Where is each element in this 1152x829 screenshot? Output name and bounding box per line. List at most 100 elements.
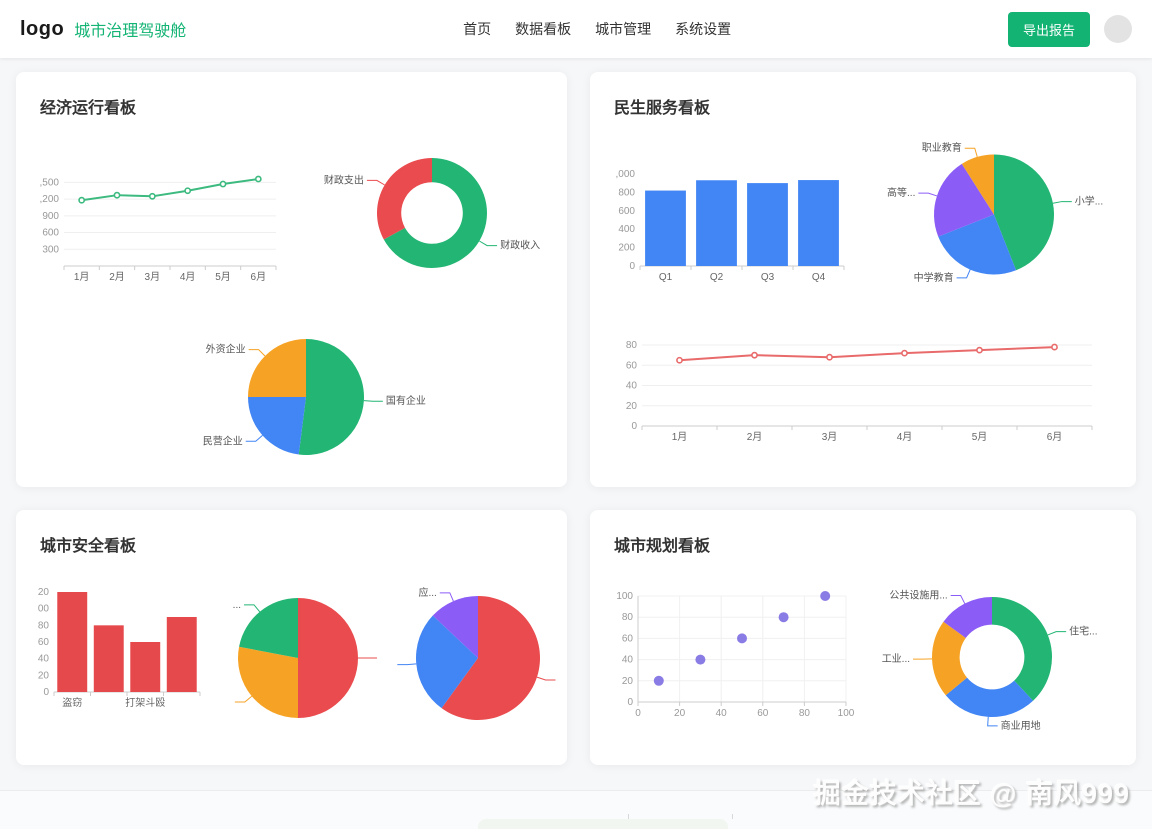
logo: logo [20,17,65,40]
svg-text:6月: 6月 [1047,431,1063,443]
svg-text:60: 60 [38,637,50,648]
bottom-tick-mark [732,814,733,819]
svg-text:0: 0 [631,421,637,432]
panel-economy: 经济运行看板 300 600 900 ,200 ,500 1月 2月 3月 4月 5月 6月 财政收… [16,72,567,487]
bottom-tick-mark [628,814,629,819]
watermark: 掘金技术社区 @ 南风999 [813,779,1130,809]
svg-text:工业...: 工业... [882,653,910,665]
svg-text:20: 20 [626,401,638,412]
user-avatar[interactable] [1104,15,1132,43]
svg-text:20: 20 [622,676,634,687]
svg-text:财政支出: 财政支出 [324,173,364,186]
bottom-partial-element [478,819,728,829]
monthly-line-chart[interactable]: 0 20 40 60 80 1月 2月 3月 4月 5月 6月 [612,334,1100,444]
panel-livelihood: 民生服务看板 0 200 400 600 800,000 Q1 Q2 Q3 Q4 小学... 中学… [590,72,1136,487]
svg-text:1月: 1月 [74,271,90,283]
svg-text:财政收入: 财政收入 [500,239,540,252]
svg-text:60: 60 [626,360,638,371]
svg-text:100: 100 [616,591,633,602]
crime-bar-chart[interactable]: 0 20 40 60 80 00 20 盗窃 打架斗殴 [30,586,208,710]
svg-text:盗窃: 盗窃 [62,696,82,709]
svg-text:民营企业: 民营企业 [203,434,243,447]
panel-safety: 城市安全看板 0 20 40 60 80 00 20 盗窃 打架斗殴 ... 应... [16,510,567,765]
svg-text:800: 800 [618,187,635,198]
svg-text:80: 80 [38,620,50,631]
svg-text:80: 80 [799,708,811,719]
svg-text:职业教育: 职业教育 [922,141,962,154]
app-title: 城市治理驾驶舱 [74,23,187,40]
header-actions: 导出报告 [1007,11,1132,47]
logo-area[interactable]: logo 城市治理驾驶舱 [20,17,186,41]
nav-item-dashboard[interactable]: 数据看板 [515,21,572,37]
nav-item-city-management[interactable]: 城市管理 [595,21,652,37]
svg-text:20: 20 [38,670,50,681]
svg-text:3月: 3月 [145,271,161,283]
economy-trend-line-chart[interactable]: 300 600 900 ,200 ,500 1月 2月 3月 4月 5月 6月 [28,168,284,284]
panel-title-planning: 城市规划看板 [614,538,711,555]
svg-text:高等...: 高等... [887,186,915,199]
svg-text:Q2: Q2 [710,272,724,283]
svg-text:20: 20 [38,587,50,598]
svg-text:5月: 5月 [972,431,988,443]
education-pie-chart[interactable]: 小学... 中学教育 高等... 职业教育 [866,132,1122,297]
svg-text:60: 60 [622,633,634,644]
svg-text:2月: 2月 [109,271,125,283]
main-nav: 首页 数据看板 城市管理 系统设置 [461,15,733,43]
svg-text:5月: 5月 [215,271,231,283]
quarterly-bar-chart[interactable]: 0 200 400 600 800 ,000 Q1 Q2 Q3 Q4 [604,168,852,284]
safety-pie-chart-2[interactable]: 应... [388,568,567,748]
top-nav-bar: logo 城市治理驾驶舱 首页 数据看板 城市管理 系统设置 导出报告 [0,0,1152,58]
svg-text:外资企业: 外资企业 [206,343,246,356]
svg-text:,200: ,200 [40,194,60,205]
svg-text:40: 40 [622,655,634,666]
nav-item-settings[interactable]: 系统设置 [675,21,732,37]
svg-text:应...: 应... [418,586,436,599]
svg-text:0: 0 [627,697,633,708]
svg-text:Q1: Q1 [659,272,673,283]
svg-text:6月: 6月 [251,271,267,283]
planning-scatter-chart[interactable]: 0 20 40 60 80 100 0 20 40 60 80 100 [608,588,856,720]
panel-planning: 城市规划看板 0 20 40 60 80 100 0 20 40 60 80 100 住宅... 商业用… [590,510,1136,765]
svg-text:600: 600 [42,228,59,239]
svg-text:中学教育: 中学教育 [914,271,954,284]
svg-text:小学...: 小学... [1075,195,1103,208]
svg-text:公共设施用...: 公共设施用... [889,589,947,602]
svg-text:100: 100 [838,708,855,719]
svg-text:住宅...: 住宅... [1069,625,1097,638]
svg-text:Q4: Q4 [812,272,826,283]
nav-item-home[interactable]: 首页 [463,21,492,37]
svg-text:900: 900 [42,211,59,222]
svg-text:40: 40 [716,708,728,719]
safety-pie-chart-1[interactable]: ... [212,572,384,744]
svg-text:200: 200 [618,243,635,254]
svg-text:20: 20 [674,708,686,719]
svg-text:2月: 2月 [747,431,763,443]
svg-text:4月: 4月 [897,431,913,443]
svg-text:80: 80 [622,612,634,623]
svg-text:0: 0 [629,261,635,272]
svg-text:40: 40 [38,654,50,665]
svg-text:600: 600 [618,206,635,217]
svg-text:0: 0 [43,687,49,698]
svg-text:300: 300 [42,244,59,255]
svg-text:00: 00 [38,604,50,615]
land-use-donut-chart[interactable]: 住宅... 商业用地 工业... 公共设施用... [862,562,1122,752]
svg-text:国有企业: 国有企业 [386,394,426,407]
svg-text:...: ... [233,600,241,611]
svg-text:400: 400 [618,224,635,235]
svg-text:40: 40 [626,381,638,392]
panel-title-livelihood: 民生服务看板 [614,100,711,117]
svg-text:4月: 4月 [180,271,196,283]
svg-text:3月: 3月 [822,431,838,443]
panel-title-safety: 城市安全看板 [40,538,137,555]
svg-text:商业用地: 商业用地 [1001,719,1041,732]
svg-text:Q3: Q3 [761,272,775,283]
svg-text:1月: 1月 [672,431,688,443]
enterprise-pie-chart[interactable]: 国有企业民营企业 外资企业 [156,317,456,477]
svg-text:,500: ,500 [40,177,60,188]
svg-text:60: 60 [757,708,769,719]
export-report-button[interactable]: 导出报告 [1007,11,1090,47]
svg-text:,000: ,000 [616,169,636,180]
finance-donut-chart[interactable]: 财政收入 财政支出 [312,138,552,288]
